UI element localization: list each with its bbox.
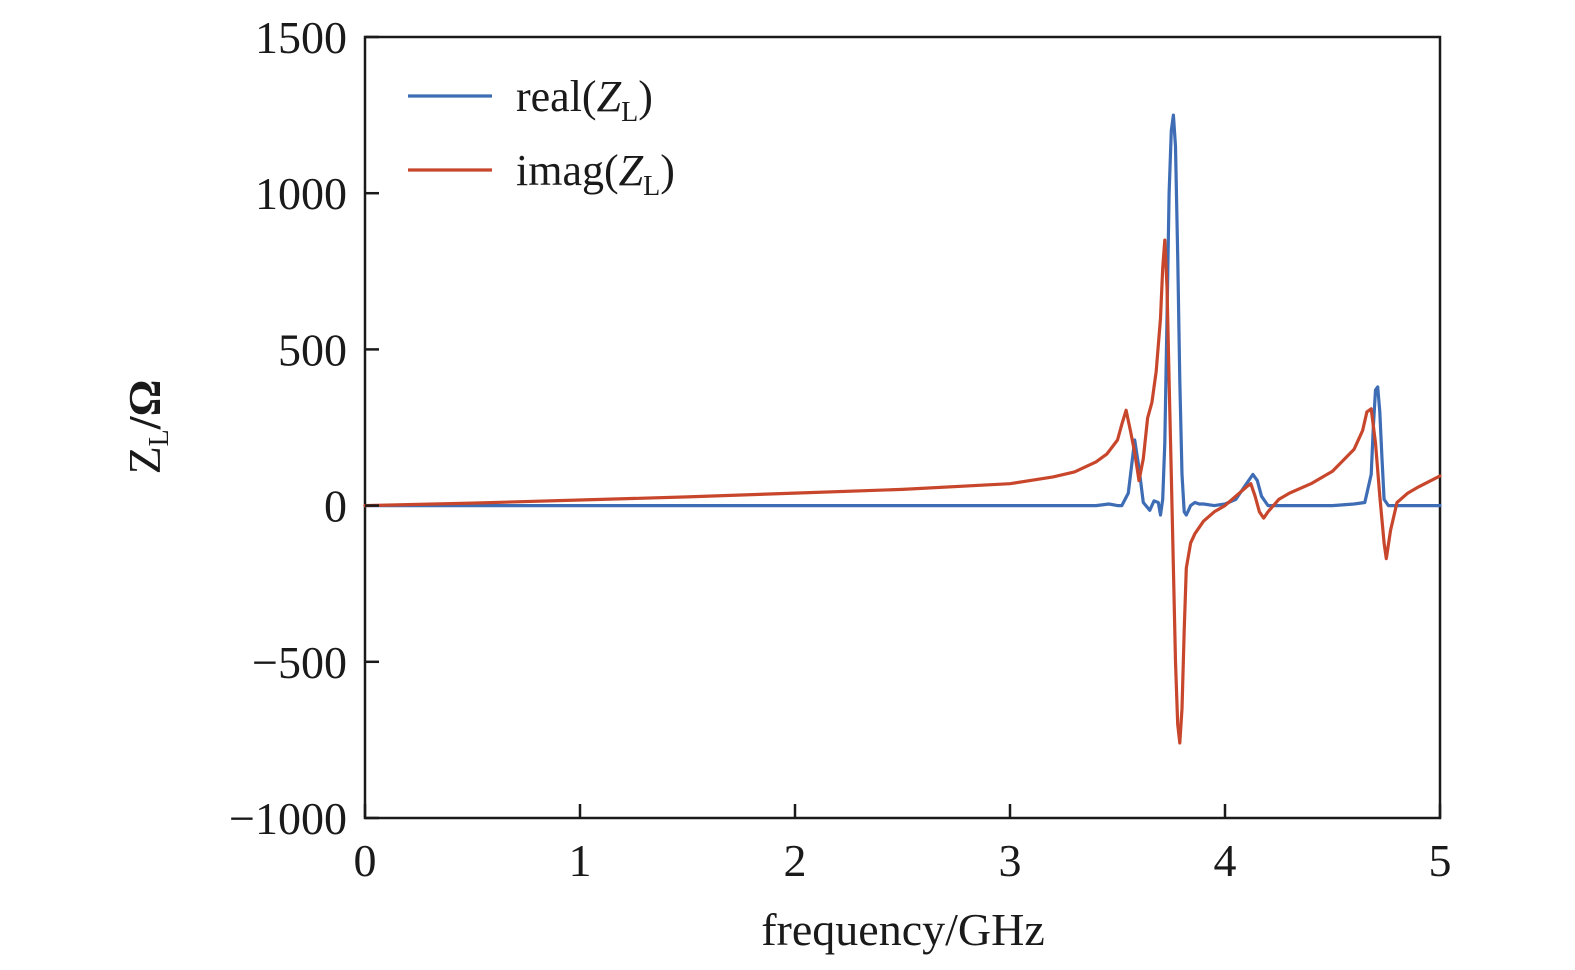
tick-layer: 0 1 2 3 4 5 −1000 −500 0 500 1000 1500 [229, 12, 1451, 886]
y-tick-label: −500 [252, 637, 347, 688]
y-tick-label: 0 [324, 481, 347, 532]
x-tick-label: 2 [784, 835, 807, 886]
series-line-imag [363, 238, 1442, 745]
y-axis-label-main: Z [119, 446, 170, 474]
y-axis-label-unit: /Ω [119, 380, 170, 431]
x-tick-label: 0 [354, 835, 377, 886]
y-axis-label-sub: L [144, 429, 175, 446]
y-tick-label: 500 [278, 324, 347, 375]
legend-label-sub: L [643, 171, 660, 202]
legend: real(ZL)imag(ZL) [408, 72, 675, 202]
legend-label: real(ZL) [516, 72, 653, 128]
legend-label-main: imag( [516, 146, 619, 195]
x-axis-label: frequency/GHz [761, 904, 1045, 955]
y-tick-label: −1000 [229, 793, 347, 844]
y-axis-label: ZL/Ω [119, 380, 175, 475]
legend-label-italic: Z [597, 72, 622, 121]
legend-label-close: ) [638, 72, 653, 121]
series-layer [363, 113, 1442, 745]
x-tick-label: 5 [1429, 835, 1452, 886]
x-tick-label: 1 [569, 835, 592, 886]
legend-label-sub: L [621, 97, 638, 128]
x-tick-label: 4 [1214, 835, 1237, 886]
legend-label-close: ) [660, 146, 675, 195]
legend-label-main: real( [516, 72, 597, 121]
plot-area: 0 1 2 3 4 5 −1000 −500 0 500 1000 1500 [229, 12, 1451, 886]
y-tick-label: 1500 [255, 12, 347, 63]
series-line-real [363, 113, 1442, 517]
x-tick-label: 3 [999, 835, 1022, 886]
plot-frame [363, 35, 1442, 820]
y-tick-label: 1000 [255, 168, 347, 219]
svg-text:ZL/Ω: ZL/Ω [119, 380, 175, 475]
legend-label: imag(ZL) [516, 146, 675, 202]
legend-label-italic: Z [619, 146, 644, 195]
